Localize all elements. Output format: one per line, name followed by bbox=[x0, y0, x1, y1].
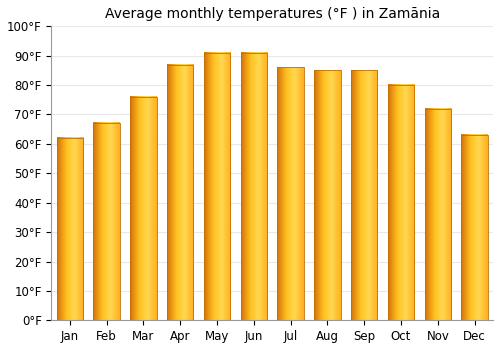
Bar bbox=[167, 64, 194, 320]
Bar bbox=[388, 85, 414, 320]
Bar bbox=[240, 53, 267, 320]
Bar bbox=[94, 123, 120, 320]
Bar bbox=[130, 97, 156, 320]
Bar bbox=[204, 53, 231, 320]
Bar bbox=[278, 68, 304, 320]
Bar bbox=[314, 70, 340, 320]
Bar bbox=[424, 108, 451, 320]
Title: Average monthly temperatures (°F ) in Zamānia: Average monthly temperatures (°F ) in Za… bbox=[104, 7, 440, 21]
Bar bbox=[351, 70, 378, 320]
Bar bbox=[56, 138, 83, 320]
Bar bbox=[462, 135, 488, 320]
